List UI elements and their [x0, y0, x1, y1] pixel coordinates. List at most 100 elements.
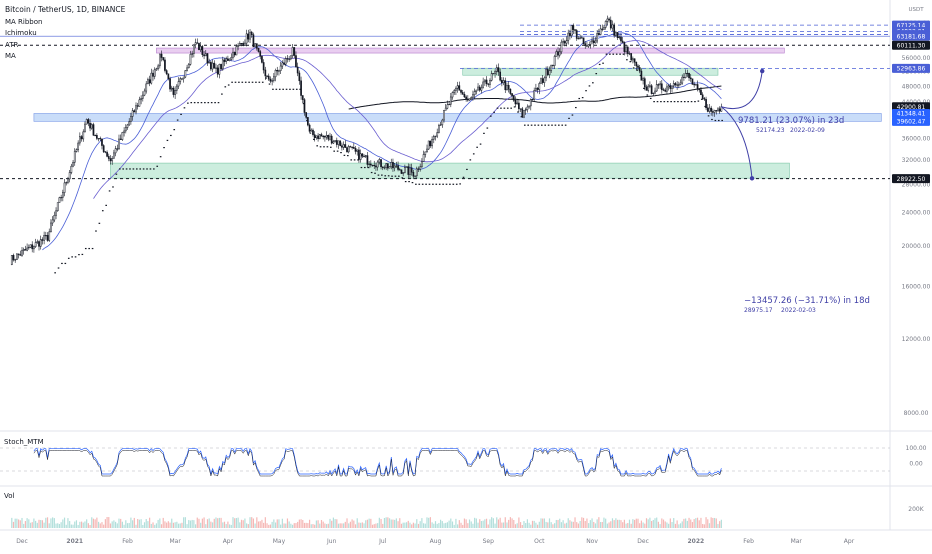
- volume-bar: [208, 518, 210, 528]
- legend-title[interactable]: Bitcoin / TetherUS, 1D, BINANCE: [5, 5, 126, 14]
- volume-bar: [312, 524, 314, 528]
- volume-bar: [518, 517, 520, 528]
- volume-bar: [332, 517, 334, 528]
- volume-bar: [577, 523, 580, 528]
- baseline-dot: [139, 168, 142, 170]
- volume-bar: [286, 518, 289, 528]
- volume-bar: [394, 519, 396, 528]
- baseline-dot: [88, 247, 90, 250]
- volume-bar: [540, 518, 542, 528]
- volume-bar: [599, 522, 602, 528]
- volume-bar: [451, 521, 454, 528]
- candle-down: [196, 42, 199, 44]
- legend-indicator-ichimoku[interactable]: Ichimoku: [5, 29, 37, 37]
- volume-bar: [177, 523, 180, 528]
- baseline-dot: [493, 111, 495, 113]
- candle-up: [533, 90, 536, 100]
- price-levels: [0, 24, 890, 180]
- baseline-dot: [163, 146, 165, 149]
- candle-down: [640, 70, 643, 81]
- candle-down: [514, 100, 517, 105]
- volume-bar: [341, 523, 343, 528]
- candle-up: [560, 41, 563, 53]
- baseline-dot: [183, 107, 186, 109]
- legend-indicator-ma-ribbon[interactable]: MA Ribbon: [5, 17, 43, 26]
- legend-indicator-atr[interactable]: ATR: [5, 40, 19, 49]
- projection-down-date: 2022-02-03: [781, 307, 816, 314]
- candle-up: [21, 250, 23, 256]
- volume-bar: [353, 520, 355, 528]
- candle-down: [162, 57, 165, 61]
- candle-down: [87, 119, 90, 124]
- volume-bar: [103, 524, 105, 528]
- volume-bar: [12, 521, 15, 528]
- volume-bar: [358, 522, 360, 528]
- volume-bar: [111, 521, 113, 528]
- volume-bar: [113, 520, 115, 528]
- volume-bar: [591, 518, 593, 528]
- baseline-dot: [595, 73, 598, 75]
- baseline-dot: [381, 174, 383, 176]
- candle-up: [140, 98, 142, 101]
- candle-up: [415, 168, 418, 177]
- candle-up: [145, 83, 148, 92]
- baseline-dot: [663, 101, 666, 103]
- volume-bar: [440, 519, 442, 528]
- candle-up: [604, 21, 607, 28]
- candle-down: [712, 111, 714, 113]
- candle-down: [635, 61, 638, 67]
- baseline-dot: [142, 168, 145, 170]
- baseline-dot: [238, 81, 240, 83]
- baseline-dot: [217, 102, 220, 104]
- candle-up: [652, 92, 655, 94]
- volume-bar: [445, 522, 447, 528]
- baseline-dot: [173, 129, 176, 131]
- volume-bar: [390, 519, 392, 528]
- volume-bar: [48, 523, 50, 528]
- volume-bar: [41, 520, 44, 528]
- candle-up: [589, 41, 592, 45]
- volume-bar: [188, 520, 190, 528]
- baseline-dot: [265, 77, 267, 79]
- baseline-dot: [670, 101, 672, 103]
- volume-bar: [405, 522, 408, 528]
- candle-up: [570, 25, 573, 36]
- candle-up: [615, 32, 617, 36]
- candle-up: [182, 76, 185, 80]
- volume-bar: [537, 524, 539, 528]
- volume-bar: [16, 518, 18, 528]
- candle-up: [82, 131, 85, 140]
- projection-up-date: 2022-02-09: [790, 127, 825, 134]
- candle-down: [269, 78, 272, 82]
- volume-bar: [584, 521, 586, 528]
- candle-up: [187, 64, 190, 69]
- ma-200-line: [348, 85, 722, 110]
- volume-bar: [571, 521, 573, 528]
- candle-down: [512, 95, 515, 101]
- baseline-dot: [170, 134, 172, 137]
- volume-bar: [441, 521, 443, 528]
- volume-bar: [508, 519, 510, 528]
- price-tick-label: 28000.00: [902, 182, 931, 189]
- candle-up: [409, 167, 411, 175]
- volume-bar: [184, 517, 186, 528]
- candle-down: [305, 112, 308, 118]
- volume-bar: [79, 521, 81, 528]
- baseline-dot: [227, 84, 230, 86]
- stoch-pane-label[interactable]: Stoch_MTM: [4, 438, 44, 446]
- volume-bar: [252, 518, 255, 528]
- volume-bar: [713, 517, 716, 528]
- projection-down-label: −13457.26 (−31.71%) in 18d: [744, 296, 870, 306]
- candle-up: [36, 241, 39, 243]
- volume-bar: [217, 518, 219, 528]
- volume-bar: [176, 521, 178, 528]
- candle-up: [642, 78, 644, 81]
- volume-pane-label[interactable]: Vol: [4, 492, 15, 500]
- baseline-dot: [421, 183, 424, 185]
- volume-bar: [354, 524, 357, 528]
- legend-indicator-ma[interactable]: MA: [5, 52, 16, 60]
- candle-up: [44, 235, 47, 237]
- candle-up: [121, 132, 124, 140]
